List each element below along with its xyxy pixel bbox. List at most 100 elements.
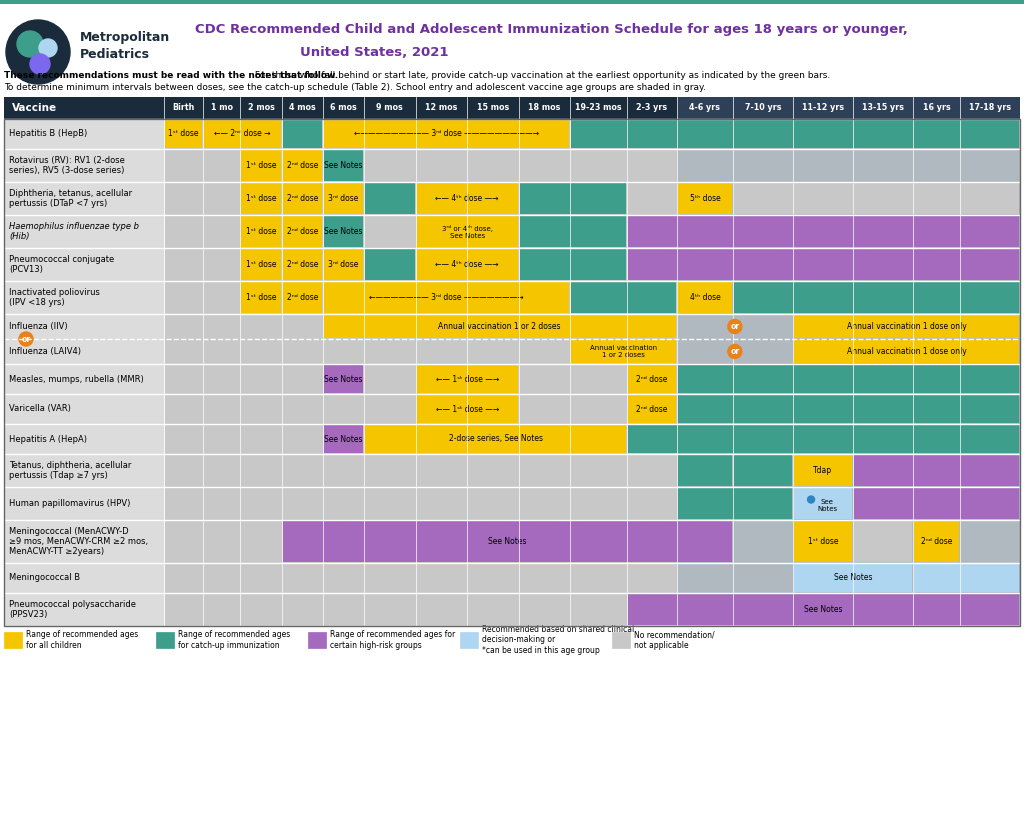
Bar xyxy=(519,119,570,149)
Bar xyxy=(282,281,323,314)
Bar xyxy=(912,119,961,149)
Bar xyxy=(794,564,911,592)
Bar xyxy=(571,120,1019,148)
Bar xyxy=(677,215,733,248)
Bar xyxy=(570,454,627,487)
Bar xyxy=(733,248,794,281)
Bar xyxy=(283,521,732,562)
Text: ←— 4ᵗʰ dose —→: ←— 4ᵗʰ dose —→ xyxy=(435,260,499,269)
Bar xyxy=(4,215,164,248)
Bar xyxy=(733,314,794,364)
Text: 18 mos: 18 mos xyxy=(528,104,561,113)
Bar xyxy=(961,520,1020,563)
Bar xyxy=(323,281,365,314)
Bar xyxy=(677,424,733,454)
Bar xyxy=(241,314,282,364)
Bar xyxy=(282,119,323,149)
Bar xyxy=(203,281,241,314)
Bar xyxy=(912,454,961,487)
Bar xyxy=(853,182,912,215)
Text: See Notes: See Notes xyxy=(488,537,526,546)
Bar xyxy=(242,183,281,214)
Bar xyxy=(794,119,853,149)
Bar xyxy=(570,215,627,248)
Text: Range of recommended ages
for all children: Range of recommended ages for all childr… xyxy=(26,630,138,650)
Bar xyxy=(203,97,241,119)
Bar xyxy=(913,521,959,562)
Bar xyxy=(854,455,1019,486)
Bar xyxy=(164,563,203,593)
Text: 3ʳᵈ or 4ᵗʰ dose,
See Notes: 3ʳᵈ or 4ᵗʰ dose, See Notes xyxy=(441,224,493,238)
Circle shape xyxy=(30,54,50,74)
Bar xyxy=(733,424,794,454)
Bar xyxy=(282,454,323,487)
Bar xyxy=(912,182,961,215)
Bar xyxy=(365,314,416,364)
Bar xyxy=(733,454,794,487)
Bar xyxy=(416,593,467,626)
Bar xyxy=(204,120,281,148)
Text: 1ˢᵗ dose: 1ˢᵗ dose xyxy=(246,161,276,170)
Bar xyxy=(164,248,203,281)
Text: See Notes: See Notes xyxy=(325,434,362,444)
Text: 2ⁿᵈ dose: 2ⁿᵈ dose xyxy=(287,194,317,203)
Bar xyxy=(570,487,627,520)
Bar xyxy=(417,249,518,280)
Text: 13-15 yrs: 13-15 yrs xyxy=(862,104,904,113)
Bar xyxy=(794,521,852,562)
Circle shape xyxy=(808,496,814,503)
Text: 2 mos: 2 mos xyxy=(248,104,274,113)
Bar xyxy=(794,520,853,563)
Bar xyxy=(912,281,961,314)
Bar xyxy=(241,248,282,281)
Bar xyxy=(912,563,961,593)
Bar xyxy=(164,593,203,626)
Bar xyxy=(677,97,733,119)
Bar xyxy=(961,248,1020,281)
Bar xyxy=(913,564,1019,592)
Bar xyxy=(417,395,518,423)
Bar xyxy=(961,281,1020,314)
Bar xyxy=(912,364,961,394)
Bar xyxy=(324,183,364,214)
Bar xyxy=(203,119,241,149)
Bar xyxy=(520,249,626,280)
Text: CDC Recommended Child and Adolescent Immunization Schedule for ages 18 years or : CDC Recommended Child and Adolescent Imm… xyxy=(195,24,908,37)
Text: 1ˢᵗ dose: 1ˢᵗ dose xyxy=(808,537,839,546)
Bar xyxy=(417,365,518,393)
Bar xyxy=(628,216,1019,247)
Bar xyxy=(241,593,282,626)
Text: 2ⁿᵈ dose: 2ⁿᵈ dose xyxy=(636,405,668,414)
Bar xyxy=(912,314,961,364)
Bar xyxy=(241,563,282,593)
Bar xyxy=(853,314,912,364)
Bar xyxy=(4,593,164,626)
Bar xyxy=(912,215,961,248)
Bar xyxy=(853,563,912,593)
Text: To determine minimum intervals between doses, see the catch-up schedule (Table 2: To determine minimum intervals between d… xyxy=(4,83,706,92)
Bar xyxy=(164,364,203,394)
Bar xyxy=(734,183,1019,214)
Text: 16 yrs: 16 yrs xyxy=(923,104,950,113)
Text: 17-18 yrs: 17-18 yrs xyxy=(969,104,1011,113)
Bar xyxy=(570,281,627,314)
Text: 2-3 yrs: 2-3 yrs xyxy=(636,104,668,113)
Bar xyxy=(612,632,630,648)
Text: Hepatitis B (HepB): Hepatitis B (HepB) xyxy=(9,130,87,139)
Bar xyxy=(323,97,365,119)
Bar xyxy=(519,182,570,215)
Text: Influenza (LAIV4): Influenza (LAIV4) xyxy=(9,347,81,356)
Bar xyxy=(794,487,853,520)
Bar xyxy=(282,182,323,215)
Bar xyxy=(241,364,282,394)
Bar xyxy=(571,282,676,313)
Bar xyxy=(164,97,203,119)
Bar xyxy=(467,119,519,149)
Bar xyxy=(164,454,203,487)
Bar xyxy=(4,119,164,149)
Bar xyxy=(627,314,677,364)
Bar xyxy=(794,394,853,424)
Bar xyxy=(467,563,519,593)
Bar xyxy=(733,593,794,626)
Text: Vaccine: Vaccine xyxy=(12,103,57,113)
